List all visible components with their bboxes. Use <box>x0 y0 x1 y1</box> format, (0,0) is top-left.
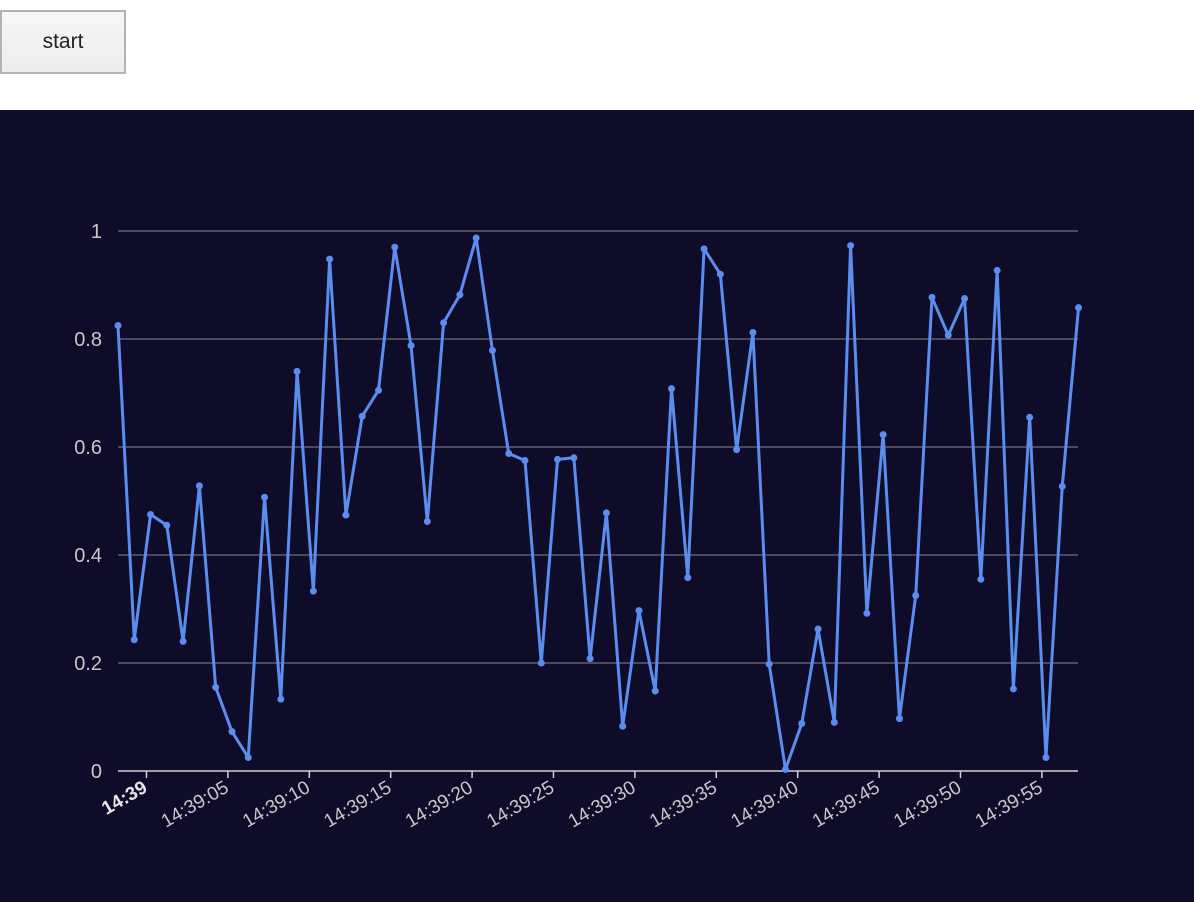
data-point <box>570 454 578 462</box>
data-point <box>944 331 952 339</box>
x-tick-label: 14:39:40 <box>728 777 803 832</box>
data-point <box>326 255 334 263</box>
data-point <box>716 270 724 278</box>
data-point <box>440 319 448 327</box>
data-point <box>505 449 513 457</box>
axes <box>118 770 1078 778</box>
line-chart: 00.20.40.60.81 14:39 14:39:05 14:39:10 14:3… <box>74 221 1083 832</box>
data-point <box>179 637 187 645</box>
data-point <box>765 660 773 668</box>
data-point <box>602 509 610 517</box>
data-point <box>635 607 643 615</box>
x-tick-label: 14:39:10 <box>239 777 314 832</box>
x-tick-label: 14:39:45 <box>809 777 884 832</box>
data-point <box>1075 304 1083 312</box>
x-tick-label: 14:39:15 <box>321 777 396 832</box>
data-point <box>228 728 236 736</box>
data-point <box>554 455 562 463</box>
series <box>114 234 1083 773</box>
data-point <box>928 293 936 301</box>
data-point <box>293 367 301 375</box>
y-tick-label: 0.4 <box>74 545 102 567</box>
data-point <box>521 457 529 464</box>
x-tick-label: 14:39:05 <box>158 777 233 832</box>
data-point <box>619 722 627 730</box>
toolbar: start <box>0 0 1194 110</box>
x-tick-label: 14:39:35 <box>646 777 721 832</box>
data-point <box>798 719 806 727</box>
series-line <box>116 236 1081 771</box>
y-tick-label: 0.2 <box>74 653 102 675</box>
data-point <box>586 655 594 663</box>
data-point <box>993 266 1001 274</box>
data-point <box>456 291 464 299</box>
data-point <box>342 511 350 519</box>
data-point <box>749 329 757 337</box>
data-point <box>358 412 366 420</box>
data-point <box>472 234 480 242</box>
data-point <box>309 587 317 595</box>
data-point <box>1042 754 1050 761</box>
x-axis-tick-labels: 14:39 14:39:05 14:39:10 14:39:15 14:39:20 14:… <box>98 777 1046 832</box>
data-point <box>912 592 920 599</box>
data-point <box>537 659 545 667</box>
data-point <box>114 322 122 329</box>
data-point <box>147 511 155 518</box>
chart-panel: 0 0.2 0.4 0.6 0.8 1 14:39 14:39:05 14:39:10 14:3… <box>0 110 1194 902</box>
data-point <box>488 346 496 354</box>
data-point <box>195 482 203 490</box>
data-point <box>977 575 985 583</box>
data-point <box>244 754 252 761</box>
y-tick-label: 0.6 <box>74 437 102 459</box>
data-point <box>668 385 676 393</box>
data-point <box>879 431 887 439</box>
data-point <box>830 718 838 726</box>
y-axis-tick-labels: 0 0.2 0.4 0.6 0.8 1 <box>74 221 102 783</box>
data-point <box>374 386 382 394</box>
data-point <box>651 687 659 695</box>
data-point <box>733 446 741 454</box>
data-point <box>847 242 855 250</box>
x-tick-label: 14:39:50 <box>890 777 965 832</box>
data-point <box>212 683 220 691</box>
data-point <box>1058 482 1066 490</box>
data-point <box>261 493 269 501</box>
data-point <box>163 521 171 529</box>
data-point <box>423 518 431 526</box>
data-point <box>684 574 692 582</box>
data-point <box>863 609 871 617</box>
x-tick-label: 14:39:25 <box>483 777 558 832</box>
data-point <box>130 636 138 644</box>
x-tick-label: 14:39:55 <box>972 777 1047 832</box>
data-point <box>1026 413 1034 421</box>
data-point <box>407 341 415 349</box>
x-tick-label: 14:39:20 <box>402 777 477 832</box>
y-tick-label: 0.8 <box>74 329 102 351</box>
y-tick-label: 1 <box>91 221 102 243</box>
data-point <box>391 243 399 251</box>
data-point <box>700 245 708 253</box>
data-point <box>1009 685 1017 693</box>
data-point <box>781 765 789 773</box>
data-point <box>814 625 822 633</box>
data-point <box>277 695 285 703</box>
y-tick-label: 0 <box>91 761 102 783</box>
x-tick-label: 14:39 <box>98 777 151 819</box>
data-point <box>895 715 903 723</box>
start-button[interactable]: start <box>0 10 126 74</box>
x-tick-label: 14:39:30 <box>565 777 640 832</box>
data-point <box>961 295 969 302</box>
